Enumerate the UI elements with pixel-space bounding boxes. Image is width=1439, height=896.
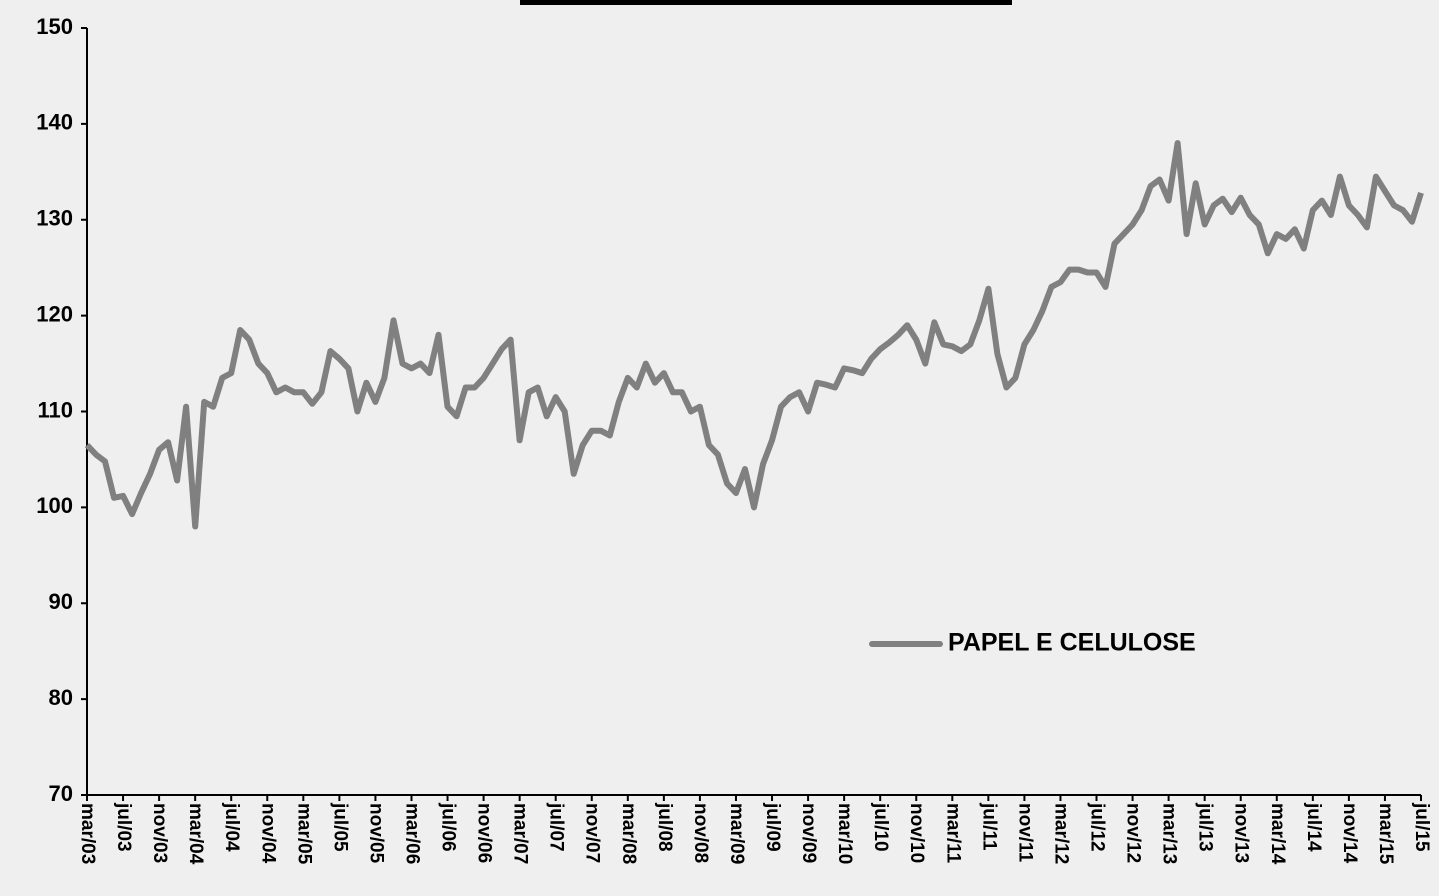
data-line	[84, 140, 1424, 530]
x-tick-label: nov/06	[474, 803, 495, 863]
x-tick-label: nov/07	[582, 803, 603, 863]
x-tick-label: jul/03	[113, 802, 134, 852]
x-tick-label: mar/03	[77, 803, 98, 864]
x-tick-label: jul/04	[221, 802, 242, 852]
x-tick-label: mar/13	[1159, 803, 1180, 864]
x-tick-label: jul/11	[978, 802, 999, 851]
y-tick-label: 90	[49, 589, 73, 614]
x-tick-label: mar/15	[1375, 803, 1396, 865]
x-tick-label: mar/14	[1267, 803, 1288, 865]
x-tick-label: jul/06	[438, 802, 459, 852]
y-tick-label: 70	[49, 781, 73, 806]
x-tick-label: mar/10	[834, 803, 855, 864]
x-tick-label: mar/09	[726, 803, 747, 864]
y-tick-label: 80	[49, 685, 73, 710]
x-tick-label: mar/07	[510, 803, 531, 864]
x-tick-label: jul/12	[1086, 802, 1107, 852]
y-tick-label: 100	[36, 493, 73, 518]
x-tick-label: jul/10	[870, 802, 891, 852]
x-tick-label: nov/14	[1339, 803, 1360, 864]
y-tick-label: 110	[38, 397, 74, 422]
y-tick-label: 120	[36, 301, 73, 326]
x-tick-label: nov/08	[690, 803, 711, 863]
y-tick-label: 130	[36, 206, 73, 231]
x-tick-label: nov/11	[1014, 803, 1035, 863]
x-tick-label: mar/06	[401, 803, 422, 864]
x-tick-label: jul/15	[1411, 802, 1432, 852]
x-tick-label: nov/03	[149, 803, 170, 863]
x-tick-label: mar/08	[618, 803, 639, 864]
x-tick-label: nov/10	[906, 803, 927, 863]
y-tick-label: 150	[36, 14, 73, 39]
x-tick-label: jul/08	[654, 802, 675, 852]
x-tick-label: nov/12	[1123, 803, 1144, 863]
x-tick-label: jul/07	[546, 802, 567, 852]
x-tick-label: mar/11	[942, 803, 963, 864]
x-tick-label: mar/04	[185, 803, 206, 865]
x-tick-label: mar/12	[1050, 803, 1071, 864]
x-tick-label: nov/13	[1231, 803, 1252, 863]
y-tick-label: 140	[36, 110, 73, 135]
x-tick-label: nov/05	[365, 803, 386, 864]
x-tick-label: mar/05	[293, 803, 314, 865]
x-tick-label: jul/09	[762, 802, 783, 852]
x-tick-label: jul/13	[1195, 802, 1216, 852]
x-tick-label: jul/05	[329, 802, 350, 852]
title-bar	[520, 0, 1012, 5]
legend-label: PAPEL E CELULOSE	[948, 629, 1196, 657]
x-tick-label: nov/09	[798, 803, 819, 863]
x-tick-label: jul/14	[1303, 802, 1324, 852]
x-tick-label: nov/04	[257, 803, 278, 864]
